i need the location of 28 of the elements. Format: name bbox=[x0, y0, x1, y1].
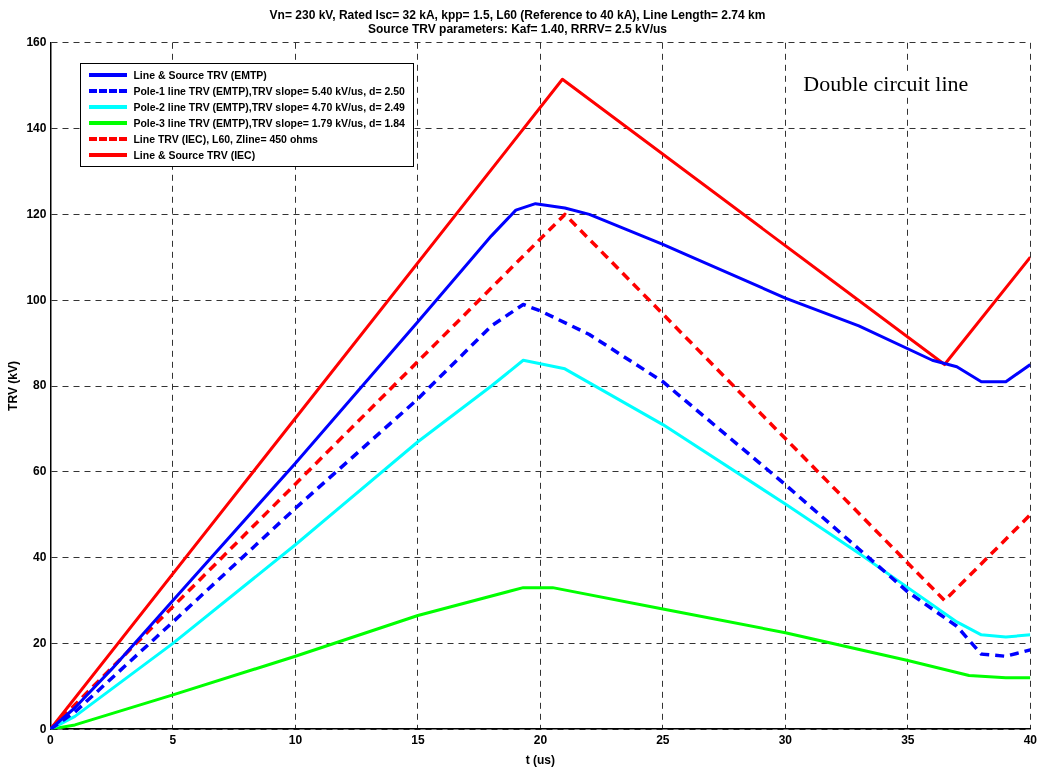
y-tick-label: 40 bbox=[33, 549, 47, 564]
y-tick-label: 80 bbox=[33, 378, 47, 393]
chart-subtitle: Source TRV parameters: Kaf= 1.40, RRRV= 2.5 kV/us bbox=[367, 21, 668, 36]
y-axis-title: TRV (kV) bbox=[5, 361, 20, 411]
x-tick-label: 35 bbox=[901, 732, 915, 747]
y-tick-label: 120 bbox=[26, 206, 47, 221]
x-tick-label: 10 bbox=[288, 732, 303, 747]
x-tick-label: 15 bbox=[411, 732, 425, 747]
legend-label: Line & Source TRV (IEC) bbox=[133, 148, 256, 161]
legend-label: Line & Source TRV (EMTP) bbox=[133, 68, 267, 81]
x-tick-label: 40 bbox=[1023, 732, 1038, 747]
legend-label: Pole-1 line TRV (EMTP),TRV slope= 5.40 kV/us, d= 2.50 bbox=[133, 84, 405, 97]
y-tick-label: 0 bbox=[39, 721, 47, 736]
y-tick-label: 160 bbox=[26, 35, 47, 50]
y-tick-label: 60 bbox=[33, 464, 47, 479]
annotation: Double circuit line bbox=[801, 70, 971, 97]
x-tick-label: 30 bbox=[778, 732, 793, 747]
x-tick-label: 25 bbox=[656, 732, 670, 747]
x-axis-title: t (us) bbox=[525, 753, 556, 768]
legend-label: Pole-3 line TRV (EMTP),TRV slope= 1.79 kV/us, d= 1.84 bbox=[133, 116, 405, 129]
legend-label: Pole-2 line TRV (EMTP),TRV slope= 4.70 kV/us, d= 2.49 bbox=[133, 100, 405, 113]
y-tick-label: 140 bbox=[26, 120, 47, 135]
y-tick-label: 100 bbox=[26, 292, 47, 307]
chart-title: Vn= 230 kV, Rated Isc= 32 kA, kpp= 1.5, L60 (Reference to 40 kA), Line Length= 2.74 km bbox=[269, 7, 766, 22]
x-tick-label: 20 bbox=[533, 732, 548, 747]
legend-label: Line TRV (IEC), L60, Zline= 450 ohms bbox=[133, 132, 318, 145]
x-tick-label: 5 bbox=[169, 732, 177, 747]
y-tick-label: 20 bbox=[33, 635, 47, 650]
